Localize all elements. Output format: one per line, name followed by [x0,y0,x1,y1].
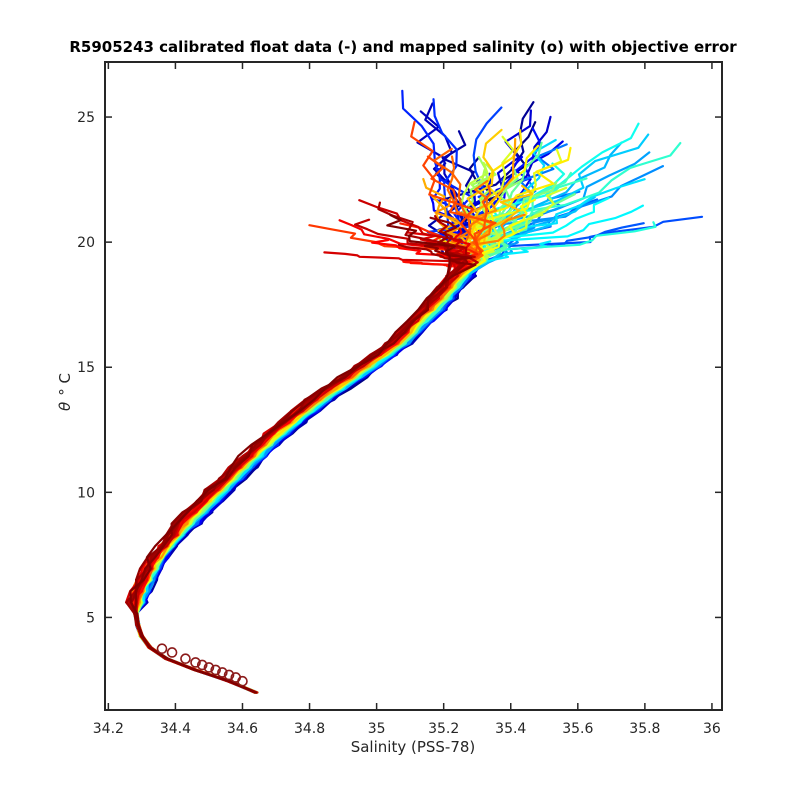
mapped-salinity-point [156,643,168,655]
x-tick-label: 35.6 [562,721,593,737]
plot-frame [104,61,723,711]
plot-area [125,89,704,694]
y-axis-unit: ° C [56,373,74,396]
x-tick-label: 35.8 [629,721,660,737]
mapped-salinity-point [196,659,208,671]
x-axis-label: Salinity (PSS-78) [351,738,476,756]
profile-line [129,213,456,694]
x-tick-label: 35 [368,721,386,737]
mapped-salinity-point [166,647,178,658]
y-tick-label: 20 [77,235,95,251]
mapped-salinity-point [180,653,191,665]
x-tick-label: 34.6 [227,721,258,737]
mapped-salinity-point [203,662,215,673]
mapped-salinity-point [210,664,221,676]
mapped-salinity-point [217,667,228,678]
mapped-salinity-point [237,675,248,687]
y-tick-label: 5 [86,610,95,626]
x-tick-label: 35.2 [428,721,459,737]
x-tick-label: 34.2 [93,721,124,737]
x-tick-label: 34.8 [294,721,325,737]
axes: 34.2 34.4 34.6 34.8 35 35.2 35.4 35.6 35.8 36 5 10 1… [77,61,723,737]
x-tick-label: 36 [703,721,721,737]
mapped-salinity-markers [156,643,248,687]
svg-text:θ° C: θ ° C [56,373,74,411]
y-tick-label: 15 [77,360,95,376]
y-axis-symbol: θ [56,402,74,411]
mapped-salinity-point [223,669,235,681]
profile-lines [125,89,704,694]
y-tick-label: 25 [77,110,95,126]
x-tick-label: 34.4 [160,721,191,737]
chart-title: R5905243 calibrated float data (-) and m… [69,38,737,56]
mapped-salinity-point [190,657,201,668]
y-tick-label: 10 [77,485,95,501]
y-axis-label: θ ° C [56,373,74,411]
x-tick-label: 35.4 [495,721,526,737]
